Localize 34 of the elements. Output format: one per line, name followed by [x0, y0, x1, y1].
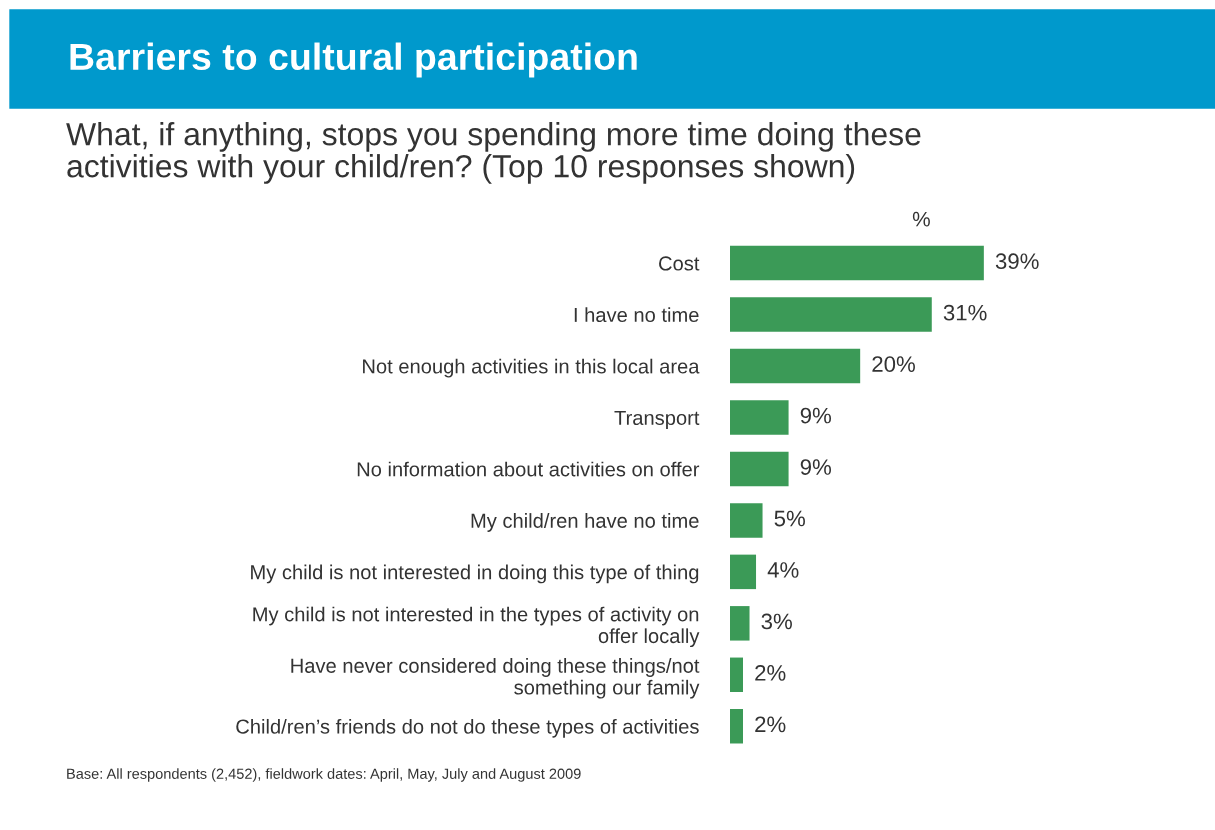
data-label: 9%: [800, 459, 832, 475]
y-tick-label: Cost: [659, 256, 700, 271]
bar: [730, 709, 744, 744]
y-tick-label: Child/ren’s friends do not do these types of activities: [236, 718, 699, 738]
y-tick-label: I have no time: [574, 307, 699, 323]
data-label: 3%: [761, 613, 792, 630]
bar: [730, 451, 789, 487]
bar: [730, 245, 984, 281]
text: Barriers to cultural participation: [70, 42, 637, 78]
y-tick-label: Have never considered doing these things/not something our family: [291, 658, 700, 699]
bar: [730, 297, 932, 332]
bar: [730, 554, 757, 590]
data-label: 2%: [755, 716, 786, 733]
data-label: 5%: [774, 510, 805, 527]
y-tick-label: My child is not interested in the types of activity on offer locally: [253, 606, 700, 648]
data-label: 39%: [995, 253, 1039, 270]
y-tick-label: My child is not interested in doing this type of thing: [251, 564, 699, 584]
x-axis-title: %: [912, 211, 930, 227]
y-tick-label: No information about activities on offer: [357, 461, 700, 477]
bar: [730, 606, 750, 641]
data-label: 9%: [800, 407, 832, 424]
bar: [730, 348, 861, 384]
data-label: 20%: [872, 356, 915, 372]
y-tick-label: My child/ren have no time: [471, 513, 699, 532]
bar: [730, 657, 744, 693]
y-tick-label: Transport: [614, 410, 700, 429]
data-label: 31%: [943, 304, 987, 321]
y-tick-label: Not enough activities in this local area: [363, 358, 700, 378]
text: Base: All respondents (2,452), fieldwork dates: April, May, July and August 2009: [67, 768, 581, 782]
data-label: 4%: [767, 562, 799, 578]
bar: [730, 503, 763, 538]
bar: [730, 400, 789, 435]
data-label: 2%: [755, 665, 786, 681]
chart-subtitle: What, if anything, stops you spending more time doing these activities with your child/ren? (Top 10 responses shown): [66, 122, 921, 184]
